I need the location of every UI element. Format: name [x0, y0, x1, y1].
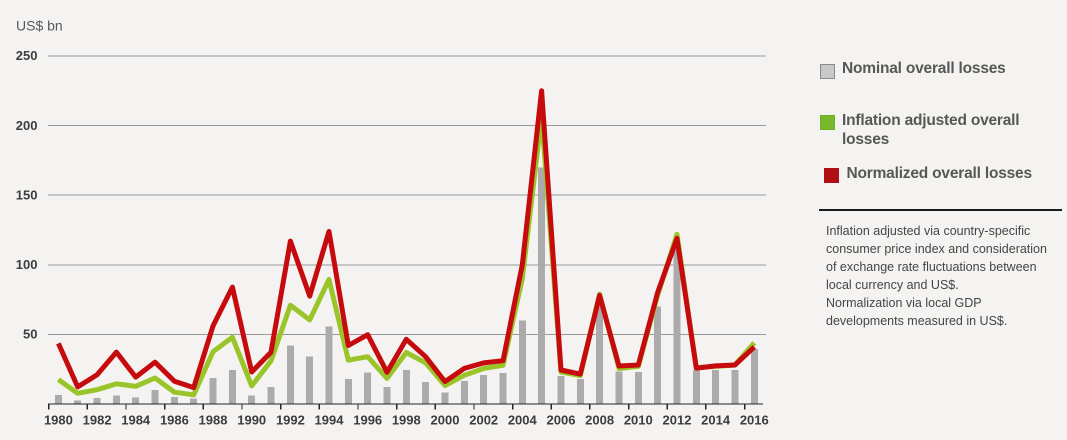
svg-text:2006: 2006 — [547, 413, 576, 428]
svg-text:1990: 1990 — [237, 413, 266, 428]
svg-text:2012: 2012 — [663, 413, 692, 428]
svg-text:1982: 1982 — [83, 413, 112, 428]
svg-text:2014: 2014 — [701, 413, 731, 428]
svg-text:2004: 2004 — [508, 413, 538, 428]
svg-text:1984: 1984 — [121, 413, 151, 428]
svg-text:1996: 1996 — [353, 413, 382, 428]
svg-text:2008: 2008 — [585, 413, 614, 428]
svg-text:1994: 1994 — [315, 413, 345, 428]
svg-text:250: 250 — [16, 48, 38, 63]
svg-text:1988: 1988 — [199, 413, 228, 428]
svg-text:1998: 1998 — [392, 413, 421, 428]
svg-text:100: 100 — [16, 257, 38, 272]
svg-text:2016: 2016 — [740, 413, 769, 428]
svg-text:US$ bn: US$ bn — [16, 18, 63, 34]
svg-text:200: 200 — [16, 118, 38, 133]
svg-text:50: 50 — [23, 327, 37, 342]
svg-text:1986: 1986 — [160, 413, 189, 428]
svg-text:2000: 2000 — [431, 413, 460, 428]
svg-text:150: 150 — [16, 187, 38, 202]
svg-text:2002: 2002 — [469, 413, 498, 428]
svg-text:1992: 1992 — [276, 413, 305, 428]
svg-text:1980: 1980 — [44, 413, 73, 428]
svg-text:2010: 2010 — [624, 413, 653, 428]
